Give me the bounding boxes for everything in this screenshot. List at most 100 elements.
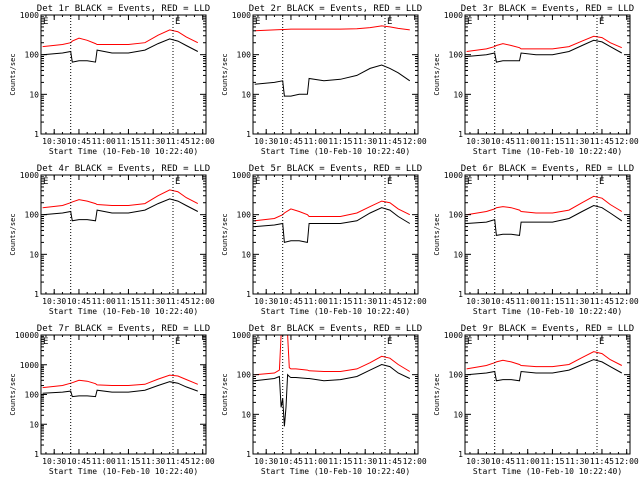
x-tick-label: 11:15 <box>328 297 352 306</box>
x-tick-label: 10:45 <box>491 137 515 146</box>
y-tick-label: 1 <box>458 450 463 459</box>
x-tick-label: 11:45 <box>378 137 402 146</box>
y-tick-label: 100 <box>449 211 464 220</box>
y-tick-label: 1000 <box>232 331 251 340</box>
x-tick-label: 11:00 <box>92 297 116 306</box>
x-tick-label: 10:30 <box>42 297 66 306</box>
plot-frame <box>252 174 419 295</box>
y-tick-label: 1 <box>246 130 251 139</box>
x-axis-label: Start Time (10-Feb-10 10:22:40) <box>473 307 622 316</box>
x-tick-label: 11:00 <box>516 137 540 146</box>
panel-title: Det 1r BLACK = Events, RED = LLD <box>37 4 210 14</box>
x-tick-label: 10:30 <box>466 297 490 306</box>
x-tick-label: 10:45 <box>491 457 515 466</box>
y-tick-label: 1000 <box>20 171 39 180</box>
detector-panel-5: Det 5r BLACK = Events, RED = LLD E E 1 10 100… <box>221 164 427 316</box>
x-tick-label: 10:30 <box>254 297 278 306</box>
panel-title: Det 9r BLACK = Events, RED = LLD <box>461 324 634 334</box>
x-axis-label: Start Time (10-Feb-10 10:22:40) <box>261 307 410 316</box>
y-tick-label: 100 <box>449 51 464 60</box>
plot-frame <box>40 14 207 135</box>
y-tick-label: 10 <box>29 420 39 429</box>
e-marker: E <box>175 17 180 27</box>
y-tick-label: 1 <box>458 290 463 299</box>
x-tick-label: 10:30 <box>254 457 278 466</box>
detector-panel-3: Det 3r BLACK = Events, RED = LLD E E 1 10 100… <box>433 4 639 156</box>
x-tick-label: 10:45 <box>279 297 303 306</box>
e-marker: E <box>599 17 604 27</box>
x-tick-label: 11:45 <box>166 297 190 306</box>
x-tick-label: 11:00 <box>516 297 540 306</box>
x-axis-label: Start Time (10-Feb-10 10:22:40) <box>49 307 198 316</box>
y-tick-label: 1000 <box>232 171 251 180</box>
e-marker: E <box>467 17 472 27</box>
x-tick-label: 11:00 <box>516 457 540 466</box>
x-tick-label: 11:30 <box>353 137 377 146</box>
x-tick-label: 11:30 <box>353 297 377 306</box>
x-tick-label: 11:00 <box>304 137 328 146</box>
e-marker: E <box>387 177 392 187</box>
series-line-lld <box>42 189 199 209</box>
series-line-events <box>42 38 199 63</box>
x-tick-label: 10:30 <box>466 457 490 466</box>
series-line-lld <box>42 374 198 389</box>
x-tick-label: 12:00 <box>403 137 427 146</box>
y-tick-label: 1000 <box>444 171 463 180</box>
y-tick-label: 100 <box>237 211 252 220</box>
e-marker: E <box>387 17 392 27</box>
plot-frame <box>464 14 631 135</box>
panel-title: Det 4r BLACK = Events, RED = LLD <box>37 164 210 174</box>
series-line-events <box>466 39 623 63</box>
y-axis-label: Counts/sec <box>433 213 441 255</box>
x-tick-label: 11:15 <box>328 137 352 146</box>
y-axis-label: Counts/sec <box>433 53 441 95</box>
detector-panel-1: Det 1r BLACK = Events, RED = LLD E E 1 10 100… <box>9 4 215 156</box>
x-tick-label: 10:45 <box>491 297 515 306</box>
x-tick-label: 11:30 <box>141 457 165 466</box>
y-tick-label: 1 <box>246 290 251 299</box>
y-axis-label: Counts/sec <box>221 373 229 415</box>
series-line-events <box>254 363 411 427</box>
series-line-lld <box>254 200 411 222</box>
x-tick-label: 12:00 <box>403 457 427 466</box>
panel-title: Det 5r BLACK = Events, RED = LLD <box>249 164 422 174</box>
y-tick-label: 100 <box>25 391 40 400</box>
e-marker: E <box>255 337 260 347</box>
x-tick-label: 11:15 <box>540 137 564 146</box>
x-tick-label: 11:45 <box>378 297 402 306</box>
e-marker: E <box>43 337 48 347</box>
x-tick-label: 12:00 <box>615 297 639 306</box>
x-tick-label: 11:15 <box>540 297 564 306</box>
series-line-events <box>254 64 411 97</box>
y-tick-label: 1000 <box>232 11 251 20</box>
series-line-lld <box>466 35 622 52</box>
e-marker: E <box>175 177 180 187</box>
detector-panel-2: Det 2r BLACK = Events, RED = LLD E E 1 10 100… <box>221 4 427 156</box>
x-tick-label: 12:00 <box>615 137 639 146</box>
plot-frame <box>252 334 419 455</box>
x-tick-label: 11:00 <box>304 297 328 306</box>
series-line-events <box>466 204 623 236</box>
x-tick-label: 10:30 <box>42 457 66 466</box>
x-tick-label: 10:30 <box>42 137 66 146</box>
x-tick-label: 11:45 <box>590 297 614 306</box>
series-line-lld <box>466 351 623 370</box>
x-tick-label: 12:00 <box>403 297 427 306</box>
x-tick-label: 10:45 <box>279 457 303 466</box>
x-tick-label: 11:30 <box>565 137 589 146</box>
plot-frame <box>40 334 207 455</box>
x-axis-label: Start Time (10-Feb-10 10:22:40) <box>261 467 410 476</box>
y-axis-label: Counts/sec <box>9 373 17 415</box>
x-tick-label: 11:45 <box>590 457 614 466</box>
y-tick-label: 100 <box>237 51 252 60</box>
x-tick-label: 11:45 <box>378 457 402 466</box>
plot-frame <box>40 174 207 295</box>
series-line-events <box>466 359 623 382</box>
y-axis-label: Counts/sec <box>9 213 17 255</box>
x-tick-label: 12:00 <box>191 137 215 146</box>
y-tick-label: 100 <box>237 371 252 380</box>
e-marker: E <box>387 337 392 347</box>
e-marker: E <box>255 177 260 187</box>
x-tick-label: 12:00 <box>191 297 215 306</box>
